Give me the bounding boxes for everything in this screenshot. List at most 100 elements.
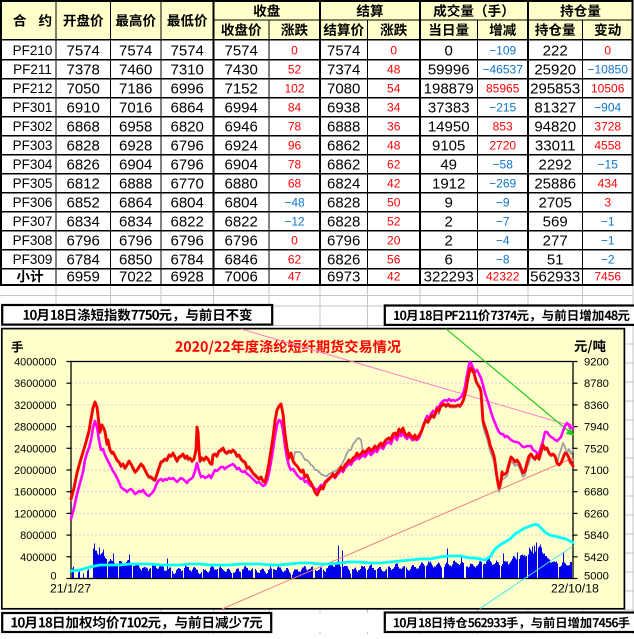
svg-text:7430: 7430 <box>225 61 258 78</box>
svg-text:−10850: −10850 <box>588 62 629 76</box>
svg-text:−4: −4 <box>496 233 510 247</box>
svg-text:853: 853 <box>493 119 513 133</box>
svg-text:8780: 8780 <box>584 378 609 390</box>
svg-text:6864: 6864 <box>119 194 152 211</box>
svg-text:7574: 7574 <box>327 42 360 59</box>
svg-text:2: 2 <box>445 213 453 230</box>
svg-text:6804: 6804 <box>225 194 258 211</box>
svg-text:84: 84 <box>288 100 302 114</box>
svg-text:6928: 6928 <box>119 137 152 154</box>
svg-text:25886: 25886 <box>534 175 576 192</box>
svg-text:6796: 6796 <box>67 232 100 249</box>
svg-text:6820: 6820 <box>171 118 204 135</box>
svg-text:6770: 6770 <box>171 175 204 192</box>
svg-text:6804: 6804 <box>171 194 204 211</box>
svg-text:6904: 6904 <box>119 156 152 173</box>
svg-text:−48: −48 <box>284 195 305 209</box>
svg-text:6888: 6888 <box>119 175 152 192</box>
svg-text:6812: 6812 <box>67 175 100 192</box>
svg-text:25920: 25920 <box>534 61 576 78</box>
svg-text:3600000: 3600000 <box>14 378 56 390</box>
svg-text:6888: 6888 <box>327 118 360 135</box>
svg-text:7080: 7080 <box>327 80 360 97</box>
svg-text:−8: −8 <box>496 252 510 266</box>
svg-text:222: 222 <box>543 42 568 59</box>
svg-text:−9: −9 <box>496 195 510 209</box>
svg-text:6850: 6850 <box>119 251 152 268</box>
svg-text:2400000: 2400000 <box>14 443 56 455</box>
svg-text:7520: 7520 <box>584 443 609 455</box>
svg-text:0: 0 <box>445 42 453 59</box>
svg-text:7378: 7378 <box>67 61 100 78</box>
svg-text:42: 42 <box>387 270 401 284</box>
svg-text:6796: 6796 <box>171 232 204 249</box>
svg-text:PF302: PF302 <box>13 119 53 134</box>
svg-text:PF301: PF301 <box>13 100 53 115</box>
svg-text:−215: −215 <box>489 100 516 114</box>
svg-text:6784: 6784 <box>67 251 100 268</box>
svg-text:6846: 6846 <box>225 251 258 268</box>
svg-text:2705: 2705 <box>539 194 572 211</box>
svg-text:54: 54 <box>387 81 401 95</box>
svg-text:6822: 6822 <box>171 213 204 230</box>
svg-text:7100: 7100 <box>584 465 609 477</box>
svg-text:9105: 9105 <box>432 137 465 154</box>
svg-text:0: 0 <box>604 43 611 57</box>
svg-text:−1: −1 <box>601 214 615 228</box>
svg-text:3728: 3728 <box>594 119 621 133</box>
svg-text:2720: 2720 <box>489 138 516 152</box>
svg-text:−109: −109 <box>489 43 516 57</box>
svg-text:36: 36 <box>387 119 401 133</box>
svg-text:6260: 6260 <box>584 508 609 520</box>
svg-text:47: 47 <box>288 270 302 284</box>
svg-text:6784: 6784 <box>171 251 204 268</box>
svg-text:6826: 6826 <box>67 156 100 173</box>
svg-text:6822: 6822 <box>225 213 258 230</box>
svg-text:7050: 7050 <box>67 80 100 97</box>
svg-text:6834: 6834 <box>119 213 152 230</box>
svg-text:800000: 800000 <box>20 530 56 542</box>
svg-text:6959: 6959 <box>67 269 100 286</box>
svg-text:6796: 6796 <box>171 137 204 154</box>
svg-text:−7: −7 <box>496 214 510 228</box>
svg-text:6910: 6910 <box>67 99 100 116</box>
svg-text:2800000: 2800000 <box>14 422 56 434</box>
svg-text:0: 0 <box>390 43 397 57</box>
svg-text:6828: 6828 <box>67 137 100 154</box>
svg-text:85965: 85965 <box>486 81 520 95</box>
svg-text:6828: 6828 <box>327 194 360 211</box>
svg-text:6996: 6996 <box>171 80 204 97</box>
svg-text:6994: 6994 <box>225 99 258 116</box>
svg-text:−2: −2 <box>601 252 615 266</box>
svg-text:6973: 6973 <box>327 269 360 286</box>
svg-text:−15: −15 <box>598 157 619 171</box>
svg-text:94820: 94820 <box>534 118 576 135</box>
svg-text:52: 52 <box>288 62 302 76</box>
svg-text:7022: 7022 <box>119 269 152 286</box>
svg-text:−58: −58 <box>493 157 514 171</box>
svg-text:20: 20 <box>387 233 401 247</box>
svg-text:PF211: PF211 <box>13 62 52 77</box>
svg-text:−904: −904 <box>594 100 621 114</box>
svg-text:198879: 198879 <box>424 80 474 97</box>
svg-text:5840: 5840 <box>584 530 609 542</box>
svg-text:56: 56 <box>387 252 401 266</box>
svg-text:7006: 7006 <box>225 269 258 286</box>
svg-text:7574: 7574 <box>225 42 258 59</box>
svg-text:51: 51 <box>547 251 564 268</box>
svg-text:21/1/27: 21/1/27 <box>50 582 91 596</box>
svg-text:96: 96 <box>288 138 302 152</box>
svg-text:−1: −1 <box>601 233 615 247</box>
svg-text:−12: −12 <box>284 214 305 228</box>
svg-text:9: 9 <box>445 194 453 211</box>
svg-text:3200000: 3200000 <box>14 400 56 412</box>
svg-text:1600000: 1600000 <box>14 487 56 499</box>
svg-text:49: 49 <box>440 156 457 173</box>
svg-text:50: 50 <box>387 195 401 209</box>
svg-text:PF308: PF308 <box>13 233 53 248</box>
svg-text:6924: 6924 <box>225 137 258 154</box>
svg-text:322293: 322293 <box>424 269 474 286</box>
svg-text:52: 52 <box>387 214 401 228</box>
svg-text:59996: 59996 <box>428 61 470 78</box>
svg-text:6862: 6862 <box>327 137 360 154</box>
